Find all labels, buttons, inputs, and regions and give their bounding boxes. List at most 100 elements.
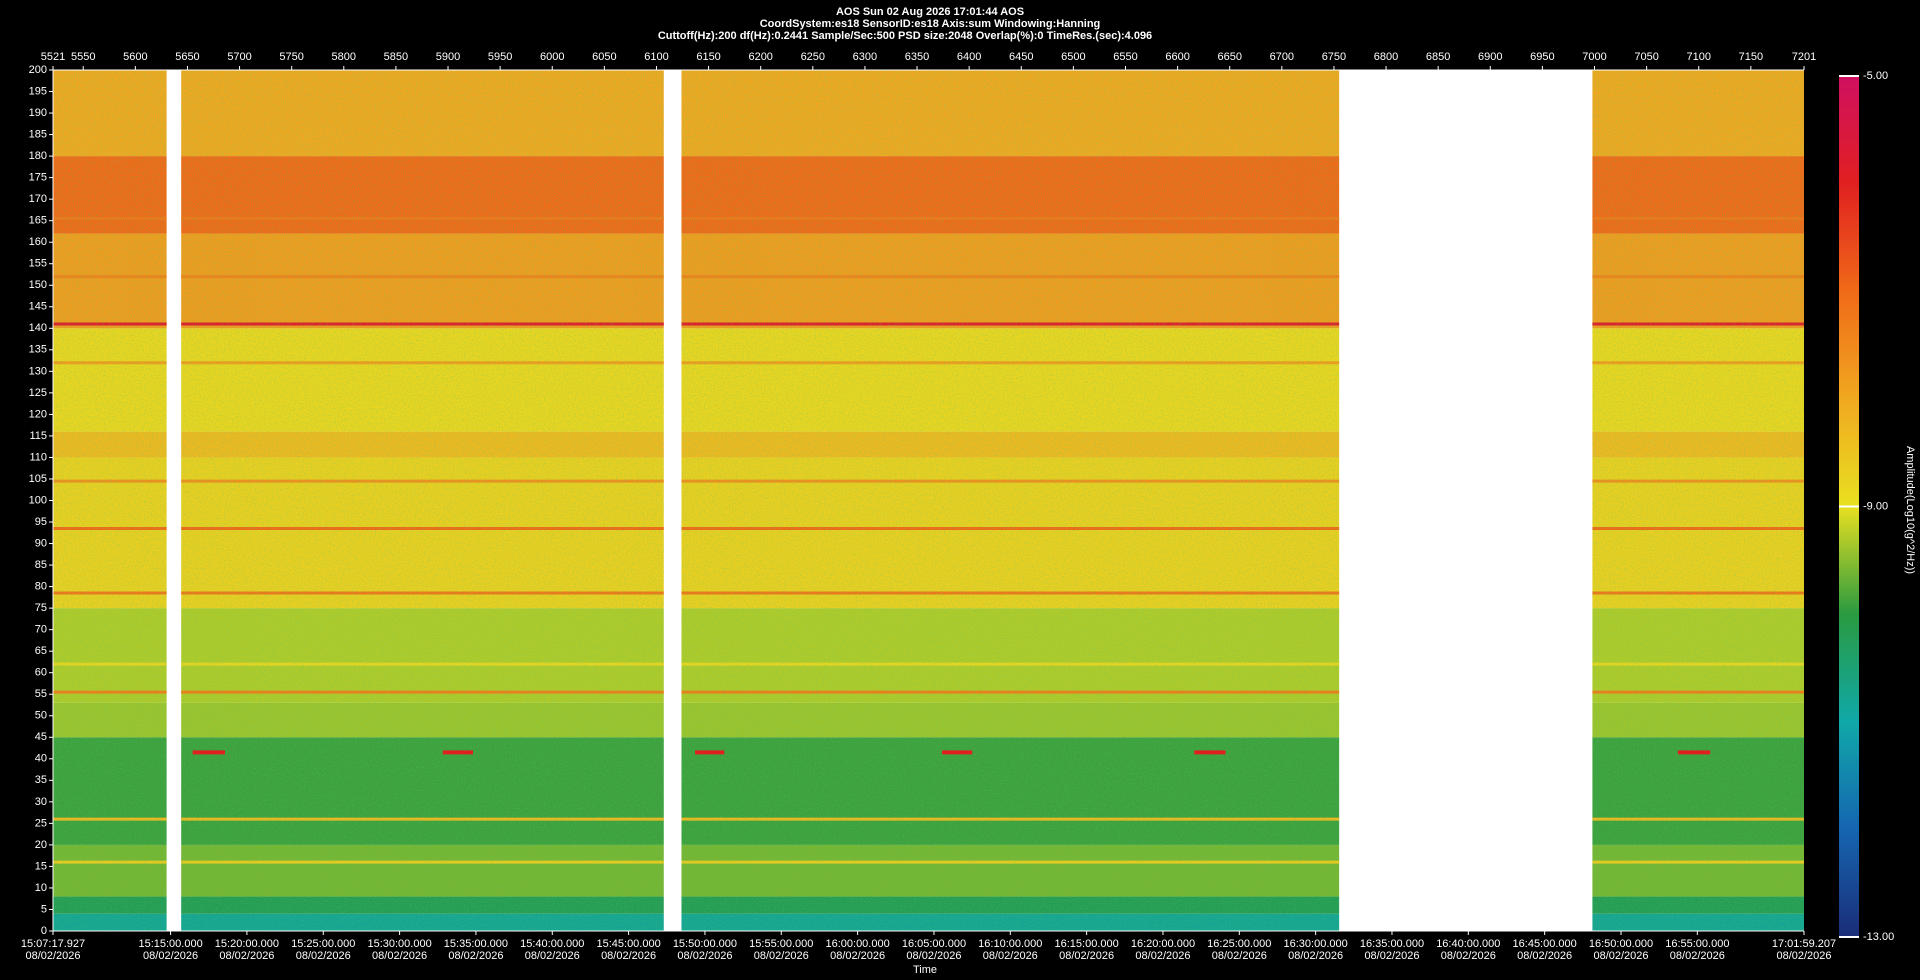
- x-tick-label: 6050: [592, 51, 616, 63]
- y-tick-label: 175: [29, 172, 47, 184]
- y-tick-label: 140: [29, 322, 47, 334]
- time-tick-label: 15:07:17.927: [21, 938, 85, 950]
- time-tick-date: 08/02/2026: [448, 950, 503, 962]
- x-tick-label: 5900: [436, 51, 460, 63]
- x-tick-label: 7050: [1634, 51, 1658, 63]
- y-tick-label: 20: [35, 839, 47, 851]
- x-tick-label: 6450: [1009, 51, 1033, 63]
- y-tick-label: 80: [35, 581, 47, 593]
- time-tick-date: 08/02/2026: [1517, 950, 1572, 962]
- time-tick-date: 08/02/2026: [983, 950, 1038, 962]
- chart-title: AOS Sun 02 Aug 2026 17:01:44 AOS: [836, 6, 1024, 18]
- time-tick-date: 08/02/2026: [1670, 950, 1725, 962]
- x-tick-label: 6200: [748, 51, 772, 63]
- time-tick-label: 16:40:00.000: [1436, 938, 1500, 950]
- x-tick-label: 7100: [1686, 51, 1710, 63]
- x-tick-label: 6950: [1530, 51, 1554, 63]
- time-tick-label: 15:45:00.000: [596, 938, 660, 950]
- time-tick-label: 16:10:00.000: [978, 938, 1042, 950]
- y-tick-label: 170: [29, 193, 47, 205]
- time-tick-date: 08/02/2026: [296, 950, 351, 962]
- x-tick-label: 6900: [1478, 51, 1502, 63]
- chart-subtitle: CoordSystem:es18 SensorID:es18 Axis:sum …: [760, 18, 1101, 30]
- x-tick-label: 6300: [853, 51, 877, 63]
- colorbar-tick-label: -13.00: [1863, 931, 1894, 943]
- x-tick-label: 5650: [175, 51, 199, 63]
- time-tick-date: 08/02/2026: [601, 950, 656, 962]
- x-tick-label: 6650: [1217, 51, 1241, 63]
- y-tick-label: 160: [29, 236, 47, 248]
- y-tick-label: 145: [29, 301, 47, 313]
- y-tick-label: 180: [29, 150, 47, 162]
- y-tick-label: 105: [29, 473, 47, 485]
- time-tick-label: 16:35:00.000: [1360, 938, 1424, 950]
- time-tick-date: 08/02/2026: [25, 950, 80, 962]
- x-tick-label: 5700: [227, 51, 251, 63]
- y-tick-label: 125: [29, 387, 47, 399]
- time-tick-date: 08/02/2026: [143, 950, 198, 962]
- x-tick-label: 6750: [1322, 51, 1346, 63]
- time-tick-date: 08/02/2026: [1364, 950, 1419, 962]
- x-tick-label: 6550: [1113, 51, 1137, 63]
- x-tick-label: 7000: [1582, 51, 1606, 63]
- y-tick-label: 150: [29, 279, 47, 291]
- y-tick-label: 185: [29, 128, 47, 140]
- x-tick-label: 6400: [957, 51, 981, 63]
- x-tick-label: 5550: [71, 51, 95, 63]
- chart-info: Cuttoff(Hz):200 df(Hz):0.2441 Sample/Sec…: [658, 30, 1152, 42]
- y-tick-label: 110: [29, 451, 47, 463]
- y-tick-label: 155: [29, 258, 47, 270]
- x-tick-label: 6150: [696, 51, 720, 63]
- x-tick-label: 7201: [1792, 51, 1816, 63]
- y-tick-label: 100: [29, 494, 47, 506]
- time-tick-label: 15:55:00.000: [749, 938, 813, 950]
- time-tick-label: 16:20:00.000: [1131, 938, 1195, 950]
- x-tick-label: 6100: [644, 51, 668, 63]
- time-tick-date: 08/02/2026: [677, 950, 732, 962]
- colorbar-tick-label: -5.00: [1863, 70, 1888, 82]
- time-tick-date: 08/02/2026: [1776, 950, 1831, 962]
- y-tick-label: 115: [29, 430, 47, 442]
- y-tick-label: 85: [35, 559, 47, 571]
- time-tick-date: 08/02/2026: [525, 950, 580, 962]
- y-tick-label: 130: [29, 365, 47, 377]
- x-tick-label: 5600: [123, 51, 147, 63]
- y-tick-label: 0: [41, 925, 47, 937]
- colorbar-label: Amplitude(Log10(g^2/Hz)): [1904, 446, 1916, 574]
- y-tick-label: 10: [35, 882, 47, 894]
- y-tick-label: 25: [35, 817, 47, 829]
- time-tick-label: 16:15:00.000: [1055, 938, 1119, 950]
- x-tick-label: 5850: [384, 51, 408, 63]
- time-tick-label: 16:00:00.000: [825, 938, 889, 950]
- x-tick-label: 5950: [488, 51, 512, 63]
- y-tick-label: 70: [35, 624, 47, 636]
- x-tick-label: 6800: [1374, 51, 1398, 63]
- y-tick-label: 55: [35, 688, 47, 700]
- time-tick-date: 08/02/2026: [1135, 950, 1190, 962]
- time-tick-date: 08/02/2026: [1288, 950, 1343, 962]
- y-tick-label: 75: [35, 602, 47, 614]
- x-tick-label: 5750: [279, 51, 303, 63]
- y-tick-label: 35: [35, 774, 47, 786]
- y-tick-label: 90: [35, 537, 47, 549]
- y-tick-label: 120: [29, 408, 47, 420]
- time-tick-label: 16:05:00.000: [902, 938, 966, 950]
- y-tick-label: 45: [35, 731, 47, 743]
- time-tick-label: 16:30:00.000: [1284, 938, 1348, 950]
- y-tick-label: 60: [35, 667, 47, 679]
- y-tick-label: 95: [35, 516, 47, 528]
- y-tick-label: 195: [29, 85, 47, 97]
- time-tick-date: 08/02/2026: [372, 950, 427, 962]
- time-tick-date: 08/02/2026: [754, 950, 809, 962]
- time-tick-date: 08/02/2026: [1441, 950, 1496, 962]
- colorbar-tick-label: -9.00: [1863, 500, 1888, 512]
- y-tick-label: 190: [29, 107, 47, 119]
- x-tick-label: 5800: [332, 51, 356, 63]
- time-tick-label: 15:15:00.000: [138, 938, 202, 950]
- x-tick-label: 6000: [540, 51, 564, 63]
- x-tick-label: 6350: [905, 51, 929, 63]
- y-tick-label: 65: [35, 645, 47, 657]
- time-tick-date: 08/02/2026: [1593, 950, 1648, 962]
- y-tick-label: 5: [41, 903, 47, 915]
